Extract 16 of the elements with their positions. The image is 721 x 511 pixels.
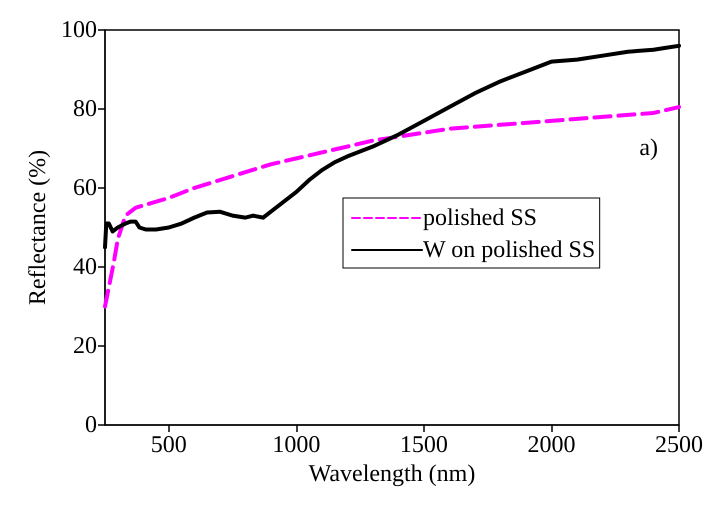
x-tick-label: 2000 bbox=[527, 432, 576, 458]
x-tick-label: 2500 bbox=[655, 432, 703, 458]
x-tick-label: 500 bbox=[150, 432, 187, 458]
x-tick-label: 1000 bbox=[272, 432, 320, 458]
y-tick-label: 0 bbox=[85, 412, 97, 438]
legend-label: W on polished SS bbox=[423, 237, 596, 263]
y-tick-label: 20 bbox=[73, 333, 97, 359]
x-axis-title: Wavelength (nm) bbox=[308, 460, 476, 487]
y-tick-label: 100 bbox=[61, 17, 97, 43]
y-tick-label: 60 bbox=[73, 175, 97, 201]
x-tick-label: 1500 bbox=[400, 432, 448, 458]
annotation: a) bbox=[639, 135, 658, 161]
y-tick-label: 80 bbox=[73, 96, 97, 122]
legend-label: polished SS bbox=[423, 205, 538, 231]
y-tick-label: 40 bbox=[73, 254, 97, 280]
y-axis-title: Reflectance (%) bbox=[25, 150, 52, 306]
